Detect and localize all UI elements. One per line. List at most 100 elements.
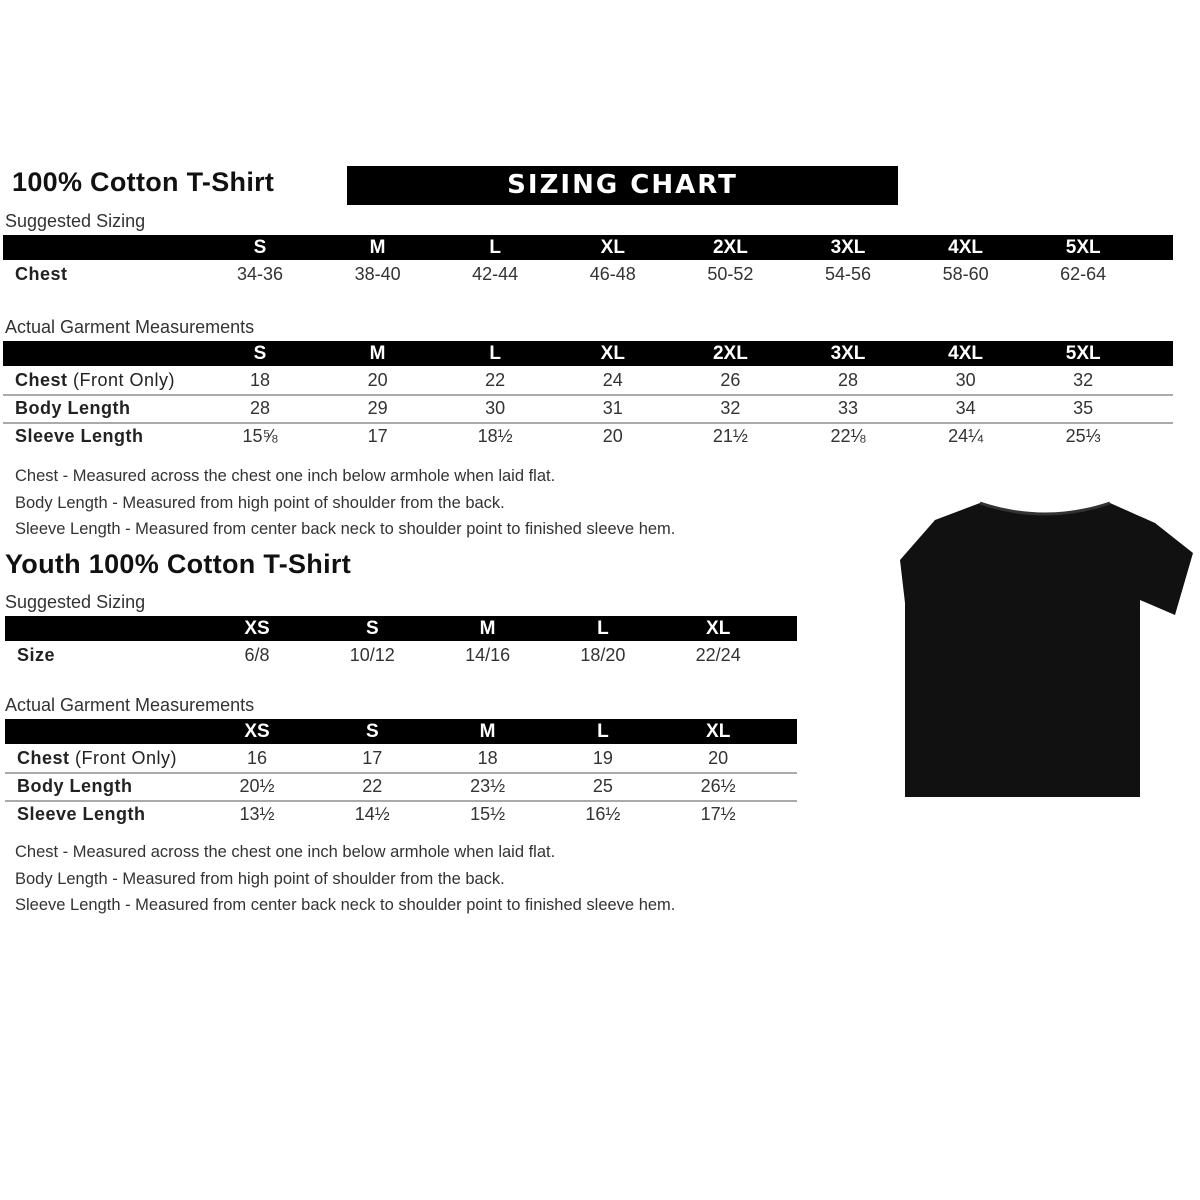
size-header: 4XL (948, 237, 984, 258)
table-cell: 42-44 (472, 264, 519, 284)
size-header: S (253, 237, 267, 258)
table-cell: 23½ (470, 776, 506, 796)
youth-suggested-label: Suggested Sizing (5, 592, 146, 612)
table-cell: 30 (955, 370, 976, 390)
size-header: L (597, 618, 609, 639)
table-cell: 17 (362, 748, 383, 768)
row-label-text: Sleeve Length (17, 804, 146, 824)
note-line: Chest - Measured across the chest one in… (15, 843, 556, 861)
youth-suggested-table: XS S M L XL Size 6/8 10/12 14/16 18/20 22/24 (5, 616, 797, 665)
size-header: 3XL (830, 343, 866, 364)
table-cell: 15⅝ (242, 426, 278, 446)
note-line: Body Length - Measured from high point o… (15, 869, 505, 888)
size-header: M (479, 721, 496, 742)
sizing-chart-banner: SIZING CHART (347, 166, 898, 205)
table-cell: 50-52 (707, 264, 754, 284)
table-cell: 14/16 (465, 645, 511, 665)
adult-suggested-table: S M L XL 2XL 3XL 4XL 5XL Chest 34-36 38-40 42-44 46-… (3, 235, 1173, 284)
size-header: S (253, 343, 267, 364)
table-cell: 17½ (700, 804, 736, 824)
table-cell: 30 (485, 398, 506, 418)
row-label: Sleeve Length (17, 800, 146, 828)
table-cell: 18 (249, 370, 271, 390)
tshirt-image (900, 501, 1193, 797)
size-header: XL (600, 343, 625, 364)
size-header: 2XL (712, 343, 748, 364)
table-cell: 54-56 (824, 264, 872, 284)
row-label: Body Length (17, 772, 133, 800)
table-cell: 14½ (354, 804, 390, 824)
youth-title: Youth 100% Cotton T-Shirt (5, 549, 351, 579)
table-row: Sleeve Length 13½ 14½ 15½ 16½ 17½ (5, 800, 797, 828)
table-row: Sleeve Length 15⅝ 17 18½ 20 21½ 22⅛ 24¼ 25⅓ (3, 422, 1173, 450)
table-cell: 13½ (239, 804, 275, 824)
table-cell: 46-48 (589, 264, 636, 284)
table-cell: 10/12 (349, 645, 395, 665)
table-cell: 18 (477, 748, 498, 768)
size-header: 4XL (948, 343, 984, 364)
table-cell: 22/24 (695, 645, 741, 665)
row-label: Chest (Front Only) (17, 744, 177, 772)
note-line: Sleeve Length - Measured from center bac… (15, 520, 676, 538)
table-row: Chest (Front Only) 16 17 18 19 20 (5, 744, 797, 774)
table-cell: 35 (1073, 398, 1094, 418)
table-cell: 20 (602, 426, 623, 446)
table-cell: 18/20 (580, 645, 626, 665)
table-cell: 22⅛ (830, 426, 866, 446)
table-cell: 25 (592, 776, 613, 796)
table-cell: 24 (602, 370, 623, 390)
row-label-note: (Front Only) (69, 748, 178, 768)
table-header-row: S M L XL 2XL 3XL 4XL 5XL (3, 341, 1173, 366)
table-cell: 15½ (470, 804, 506, 824)
table-row: Chest 34-36 38-40 42-44 46-48 50-52 54-56 58-60… (3, 260, 1173, 288)
row-label: Chest (15, 260, 68, 288)
table-cell: 16½ (585, 804, 621, 824)
row-label-text: Chest (17, 748, 70, 768)
row-label-text: Chest (15, 264, 68, 284)
note-line: Body Length - Measured from high point o… (15, 493, 505, 512)
table-cell: 20 (708, 748, 729, 768)
table-row: Size 6/8 10/12 14/16 18/20 22/24 (5, 641, 797, 669)
table-header-row: S M L XL 2XL 3XL 4XL 5XL (3, 235, 1173, 260)
adult-actual-label: Actual Garment Measurements (5, 317, 255, 337)
table-header-row: XS S M L XL (5, 616, 797, 641)
row-label: Size (17, 641, 55, 669)
table-cell: 16 (246, 748, 268, 768)
row-label-text: Sleeve Length (15, 426, 144, 446)
note-line: Chest - Measured across the chest one in… (15, 467, 556, 485)
table-cell: 28 (837, 370, 859, 390)
table-cell: 26 (720, 370, 741, 390)
row-label: Body Length (15, 394, 131, 422)
row-label-text: Size (17, 645, 56, 665)
table-header-row: XS S M L XL (5, 719, 797, 744)
size-header: XL (706, 721, 731, 742)
table-cell: 58-60 (942, 264, 989, 284)
adult-actual-table: S M L XL 2XL 3XL 4XL 5XL Chest (Front Only) 18 20 2… (3, 341, 1173, 446)
row-label-text: Body Length (17, 776, 133, 796)
table-cell: 29 (367, 398, 388, 418)
table-cell: 21½ (712, 426, 748, 446)
table-row: Chest (Front Only) 18 20 22 24 26 28 30 32 (3, 366, 1173, 396)
note-line: Sleeve Length - Measured from center bac… (15, 896, 676, 914)
size-header: S (365, 721, 379, 742)
row-label-note: (Front Only) (67, 370, 176, 390)
table-row: Body Length 28 29 30 31 32 33 34 35 (3, 394, 1173, 424)
youth-actual-table: XS S M L XL Chest (Front Only) 16 17 18 19 20 Body … (5, 719, 797, 824)
size-header: L (489, 237, 501, 258)
row-label: Chest (Front Only) (15, 366, 175, 394)
size-header: M (369, 343, 386, 364)
table-cell: 34 (955, 398, 976, 418)
size-header: S (365, 618, 379, 639)
size-header: L (489, 343, 501, 364)
adult-suggested-label: Suggested Sizing (5, 211, 146, 231)
size-header: M (479, 618, 496, 639)
adult-title: 100% Cotton T-Shirt (12, 167, 275, 197)
row-label: Sleeve Length (15, 422, 144, 450)
size-header: L (597, 721, 609, 742)
table-cell: 31 (602, 398, 623, 418)
table-cell: 22 (485, 370, 506, 390)
table-cell: 6/8 (244, 645, 270, 665)
table-cell: 25⅓ (1065, 426, 1101, 446)
size-header: 3XL (830, 237, 866, 258)
